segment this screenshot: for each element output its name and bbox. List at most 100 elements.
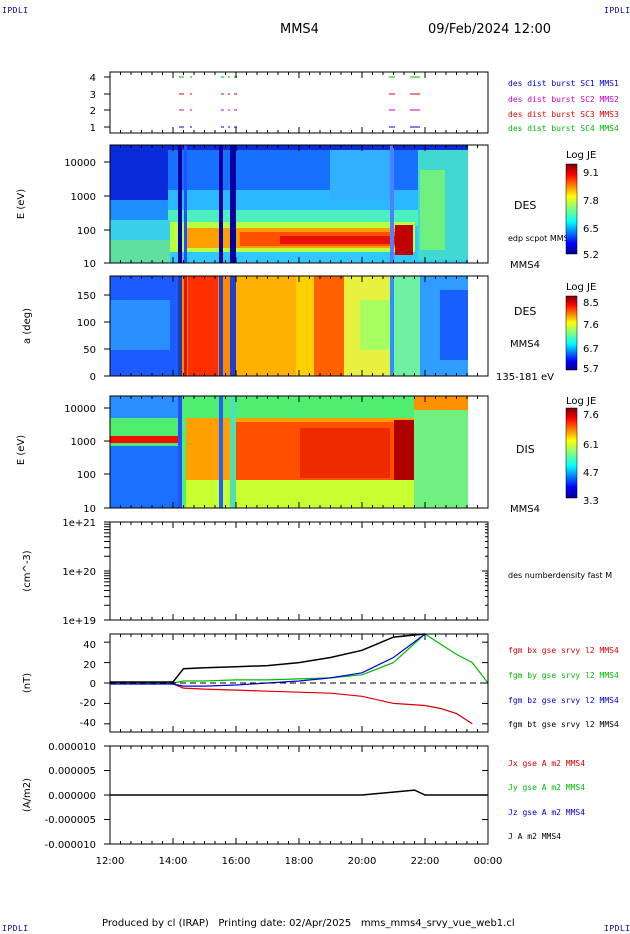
x-tick-1200: 12:00 [96,856,125,867]
des-pitch-cbar-title: Log JE [566,282,596,293]
burst-legend-sc2: des dist burst SC2 MMS2 [508,95,619,104]
fgm-y-tick-0: 0 [90,679,96,690]
des-pitch-spectrogram [110,276,468,376]
des-pitch-y-tick-100: 100 [77,318,96,329]
des-energy-y-tick-100: 100 [77,226,96,237]
current-y-tick-0: 0.000000 [48,791,96,802]
current-legend-j: J A m2 MMS4 [508,832,561,841]
burst-legend-sc4: des dist burst SC4 MMS4 [508,124,619,133]
current-legend-jx: Jx gse A m2 MMS4 [508,759,585,768]
dis-energy-sc-label: MMS4 [510,504,540,515]
dis-energy-y-tick-10000: 10000 [64,404,96,415]
density-y-tick-1e19: 1e+19 [62,616,96,627]
datetime-title: 09/Feb/2024 12:00 [428,22,551,37]
fgm-bx-line [109,682,473,725]
dis-energy-spectrogram [110,396,468,508]
des-energy-sublabel: edp scpot MMS4 [508,234,574,243]
corner-label-bottom-left: IPDLI [2,924,29,933]
dis-energy-ylabel: E (eV) [16,435,27,465]
corner-label-top-left: IPDLI [2,6,29,15]
corner-label-top-right: IPDLI [604,6,630,15]
des-energy-colorbar: Log JE 5.2 6.5 7.8 9.1 [565,150,599,261]
des-pitch-panel: 0 50 100 150 a (deg) DES MMS4 135-181 eV… [22,275,599,383]
x-tick-1800: 18:00 [285,856,314,867]
des-energy-cbar-tick-3: 9.1 [583,168,599,179]
fgm-legend-bt: fgm bt gse srvy l2 MMS4 [508,720,619,729]
dis-energy-cbar-tick-1: 4.7 [583,468,599,479]
fgm-y-tick-m40: -40 [80,718,96,729]
des-energy-ylabel: E (eV) [16,189,27,219]
density-ylabel: (cm^-3) [22,550,33,591]
current-j-line [110,789,488,796]
des-energy-y-tick-10000: 10000 [64,158,96,169]
des-energy-cbar-tick-2: 7.8 [583,196,599,207]
burst-y-tick-2: 2 [90,106,96,117]
fgm-y-tick-20: 20 [83,660,96,671]
density-y-tick-1e21: 1e+21 [62,518,96,529]
fgm-legend-bx: fgm bx gse srvy l2 MMS4 [508,646,619,655]
des-pitch-cbar-tick-1: 6.7 [583,344,599,355]
x-tick-2000: 20:00 [348,856,377,867]
des-pitch-y-ticks: 0 50 100 150 [77,291,110,383]
des-pitch-range-label: 135-181 eV [496,372,554,383]
fgm-y-ticks: -40 -20 0 20 40 [80,640,488,729]
spacecraft-title: MMS4 [280,22,319,37]
time-axis-ticks [109,72,489,844]
des-pitch-cbar-tick-0: 5.7 [583,364,599,375]
time-axis-labels: 12:00 14:00 16:00 18:00 20:00 22:00 00:0… [96,856,503,867]
des-energy-spectrogram [110,145,468,263]
current-ylabel: (A/m2) [22,778,33,812]
dis-energy-cbar-tick-3: 7.6 [583,410,599,421]
fgm-legend-by: fgm by gse srvy l2 MMS4 [508,671,619,680]
dis-energy-y-tick-1000: 1000 [71,437,96,448]
fgm-panel: -40 -20 0 20 40 (nT) fgm bx gse srvy l2 … [22,633,619,733]
x-tick-1400: 14:00 [159,856,188,867]
fgm-ylabel: (nT) [22,673,33,693]
fgm-series [109,633,489,725]
des-pitch-cbar-tick-2: 7.6 [583,320,599,331]
density-panel: 1e+19 1e+20 1e+21 (cm^-3) des numberdens… [22,518,612,627]
dis-energy-cbar-tick-0: 3.3 [583,496,599,507]
fgm-legend: fgm bx gse srvy l2 MMS4 fgm by gse srvy … [508,646,619,729]
current-legend: Jx gse A m2 MMS4 Jy gse A m2 MMS4 Jz gse… [508,759,585,841]
burst-y-tick-4: 4 [90,73,96,84]
burst-legend-sc3: des dist burst SC3 MMS3 [508,110,619,119]
des-energy-y-tick-1000: 1000 [71,192,96,203]
burst-legend: des dist burst SC1 MMS1 des dist burst S… [508,79,619,133]
burst-panel: 1 2 3 4 [90,71,619,134]
dis-energy-y-tick-100: 100 [77,470,96,481]
x-tick-1600: 16:00 [222,856,251,867]
fgm-bt-line [110,633,426,683]
des-energy-sc-label: MMS4 [510,260,540,271]
current-panel: -0.000010 -0.000005 0.000000 0.000005 0.… [22,742,585,851]
current-y-tick-m5: -0.000005 [45,815,96,826]
current-y-ticks: -0.000010 -0.000005 0.000000 0.000005 0.… [45,742,488,851]
footer-text: Produced by cl (IRAP) Printing date: 02/… [102,918,515,929]
density-y-ticks: 1e+19 1e+20 1e+21 [62,518,96,627]
dis-energy-y-ticks: 10 100 1000 10000 [64,404,110,515]
des-energy-y-ticks: 10 100 1000 10000 [64,158,110,270]
fgm-y-tick-m20: -20 [80,698,96,709]
current-series [110,789,488,796]
dis-energy-label: DIS [516,443,535,456]
des-pitch-y-tick-50: 50 [83,345,96,356]
burst-y-tick-1: 1 [90,123,96,134]
current-legend-jy: Jy gse A m2 MMS4 [508,783,585,792]
des-pitch-cbar-tick-3: 8.5 [583,298,599,309]
burst-legend-sc1: des dist burst SC1 MMS1 [508,79,619,88]
des-pitch-ylabel: a (deg) [22,308,33,344]
density-y-tick-1e20: 1e+20 [62,567,96,578]
x-tick-2200: 22:00 [411,856,440,867]
des-pitch-colorbar: Log JE 5.7 6.7 7.6 8.5 [565,282,599,375]
fgm-bz-line [110,633,426,687]
x-tick-0000: 00:00 [474,856,503,867]
des-energy-label: DES [514,199,536,212]
dis-energy-cbar-title: Log JE [566,396,596,407]
fgm-legend-bz: fgm bz gse srvy l2 MMS4 [508,696,619,705]
current-legend-jz: Jz gse A m2 MMS4 [508,808,585,817]
des-energy-panel: 10 100 1000 10000 E (eV) DES edp scpot M… [16,144,599,271]
des-pitch-sc-label: MMS4 [510,339,540,350]
dis-energy-y-tick-10: 10 [83,504,96,515]
